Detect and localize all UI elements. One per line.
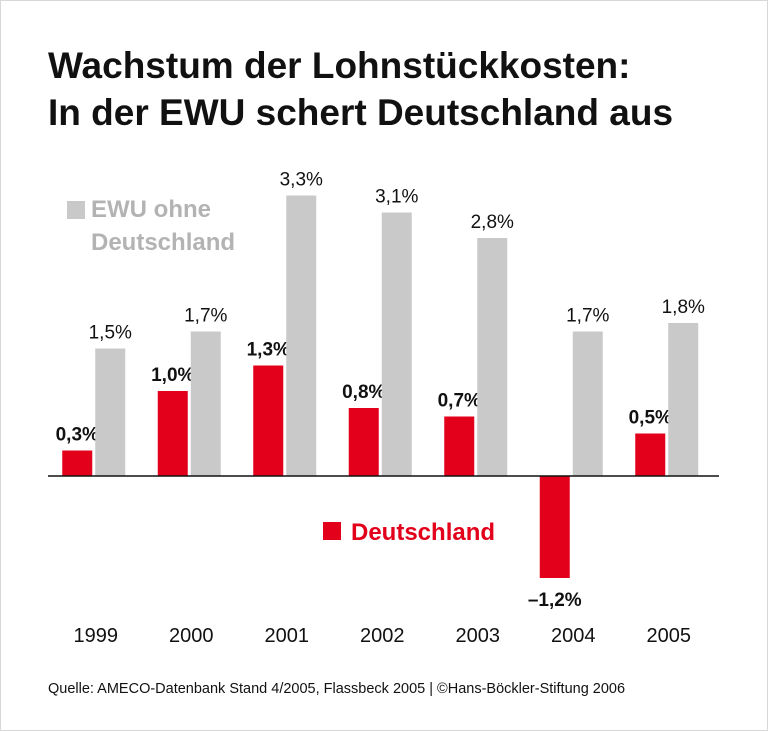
- value-label: 1,5%: [89, 323, 132, 344]
- value-label: 0,3%: [56, 425, 99, 446]
- bar: [444, 416, 475, 476]
- legend-label: Deutschland: [351, 519, 495, 546]
- chart-title: Wachstum der Lohnstückkosten:: [48, 45, 630, 86]
- source-note: Quelle: AMECO-Datenbank Stand 4/2005, Fl…: [48, 681, 625, 697]
- x-tick-label: 2000: [169, 625, 214, 647]
- bar: [381, 212, 412, 476]
- value-label: 2,8%: [471, 212, 514, 233]
- value-label: 0,7%: [438, 391, 481, 412]
- legend-label: EWU ohne Deutschland: [91, 196, 236, 256]
- value-label: 0,8%: [342, 382, 385, 403]
- bar: [95, 348, 126, 476]
- x-tick-label: 2004: [551, 625, 596, 647]
- value-label: 3,3%: [280, 170, 323, 191]
- value-label: –1,2%: [528, 590, 582, 611]
- legend-swatch: [323, 522, 341, 540]
- bar: [572, 331, 603, 476]
- value-label: 1,7%: [566, 306, 609, 327]
- x-tick-label: 2001: [265, 625, 310, 647]
- value-label: 3,1%: [375, 187, 418, 208]
- chart-title: In der EWU schert Deutschland aus: [48, 92, 673, 133]
- x-tick-label: 2005: [647, 625, 692, 647]
- legend-swatch: [67, 201, 85, 219]
- value-label: 0,5%: [629, 408, 672, 429]
- bar: [477, 238, 508, 476]
- bar: [635, 433, 666, 476]
- bar: [668, 323, 699, 476]
- bar: [62, 450, 93, 476]
- value-label: 1,3%: [247, 340, 290, 361]
- bar: [253, 365, 284, 476]
- value-label: 1,7%: [184, 306, 227, 327]
- bar: [157, 391, 188, 476]
- bar: [539, 476, 570, 578]
- value-label: 1,8%: [662, 297, 705, 318]
- x-tick-label: 2002: [360, 625, 405, 647]
- bar: [190, 331, 221, 476]
- bar: [348, 408, 379, 476]
- x-tick-label: 2003: [456, 625, 501, 647]
- x-tick-label: 1999: [74, 625, 119, 647]
- value-label: 1,0%: [151, 365, 194, 386]
- bar: [286, 195, 317, 476]
